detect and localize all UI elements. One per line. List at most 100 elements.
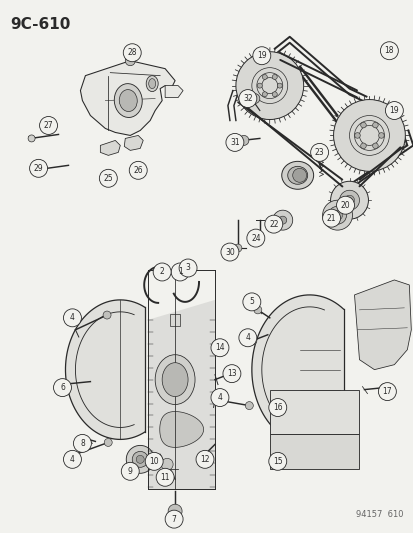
Polygon shape: [354, 280, 411, 370]
Circle shape: [268, 453, 286, 470]
Circle shape: [252, 47, 270, 64]
Circle shape: [211, 389, 228, 407]
Circle shape: [103, 311, 111, 319]
Circle shape: [238, 135, 248, 146]
Circle shape: [292, 168, 306, 182]
Circle shape: [63, 309, 81, 327]
Ellipse shape: [146, 76, 158, 92]
Circle shape: [322, 200, 351, 230]
Circle shape: [129, 161, 147, 179]
Circle shape: [161, 458, 173, 470]
Circle shape: [168, 504, 182, 518]
Circle shape: [385, 102, 402, 119]
Text: 24: 24: [250, 233, 260, 243]
Circle shape: [28, 135, 35, 142]
Text: 15: 15: [272, 457, 282, 466]
Circle shape: [277, 83, 282, 88]
Circle shape: [278, 216, 286, 224]
Circle shape: [99, 169, 117, 187]
Polygon shape: [80, 61, 175, 135]
Text: 2: 2: [159, 268, 164, 277]
Polygon shape: [65, 300, 145, 439]
Circle shape: [253, 306, 261, 314]
Text: 25: 25: [103, 174, 113, 183]
Bar: [170, 364, 180, 376]
Circle shape: [372, 122, 377, 128]
Bar: [269, 434, 358, 470]
Circle shape: [31, 166, 38, 174]
Circle shape: [262, 92, 267, 96]
Circle shape: [225, 133, 243, 151]
Circle shape: [245, 402, 253, 409]
Bar: [170, 314, 180, 326]
Circle shape: [73, 434, 91, 453]
Circle shape: [221, 243, 238, 261]
Polygon shape: [124, 135, 143, 150]
Ellipse shape: [114, 84, 142, 117]
Text: 18: 18: [384, 46, 393, 55]
Circle shape: [238, 90, 256, 108]
Circle shape: [380, 384, 387, 392]
Circle shape: [125, 56, 135, 66]
Text: 17: 17: [382, 387, 391, 396]
Circle shape: [156, 469, 174, 486]
Circle shape: [238, 329, 256, 347]
Text: 94157  610: 94157 610: [355, 510, 402, 519]
Circle shape: [360, 122, 366, 128]
Circle shape: [310, 143, 328, 161]
Circle shape: [380, 42, 397, 60]
Circle shape: [233, 244, 241, 252]
Circle shape: [246, 229, 264, 247]
Ellipse shape: [155, 354, 195, 405]
Circle shape: [235, 52, 303, 119]
Text: 4: 4: [217, 393, 222, 402]
Circle shape: [272, 210, 292, 230]
Circle shape: [29, 159, 47, 177]
Ellipse shape: [119, 90, 137, 111]
Text: 4: 4: [245, 333, 250, 342]
Text: 11: 11: [160, 473, 169, 482]
Text: 5: 5: [249, 297, 254, 306]
Polygon shape: [100, 140, 120, 156]
Text: 22: 22: [268, 220, 278, 229]
Bar: [170, 414, 180, 425]
Ellipse shape: [281, 161, 313, 189]
Text: 29: 29: [34, 164, 43, 173]
Text: 9C-610: 9C-610: [11, 17, 71, 32]
Circle shape: [179, 259, 197, 277]
Circle shape: [272, 92, 277, 96]
Ellipse shape: [287, 166, 307, 184]
Circle shape: [40, 117, 57, 134]
Circle shape: [330, 181, 368, 219]
Circle shape: [211, 339, 228, 357]
Polygon shape: [165, 86, 183, 98]
Circle shape: [336, 196, 354, 214]
Circle shape: [322, 209, 340, 227]
Circle shape: [372, 143, 377, 149]
Text: 21: 21: [326, 214, 335, 223]
Circle shape: [360, 143, 366, 149]
Text: 27: 27: [44, 121, 53, 130]
Bar: [269, 390, 358, 434]
Circle shape: [153, 263, 171, 281]
Text: 12: 12: [200, 455, 209, 464]
Circle shape: [272, 75, 277, 79]
Circle shape: [257, 83, 262, 88]
Circle shape: [377, 383, 395, 400]
Circle shape: [242, 293, 260, 311]
Text: 1: 1: [177, 268, 182, 277]
Circle shape: [264, 215, 282, 233]
Text: 9: 9: [128, 467, 133, 476]
Text: 4: 4: [70, 313, 75, 322]
Text: 3: 3: [185, 263, 190, 272]
Text: 28: 28: [127, 48, 137, 57]
Circle shape: [53, 378, 71, 397]
Circle shape: [328, 206, 346, 224]
Text: 4: 4: [70, 455, 75, 464]
Circle shape: [126, 446, 154, 473]
Text: 13: 13: [227, 369, 236, 378]
Circle shape: [58, 381, 66, 389]
Circle shape: [378, 133, 383, 138]
Circle shape: [268, 399, 286, 416]
Polygon shape: [159, 411, 203, 447]
